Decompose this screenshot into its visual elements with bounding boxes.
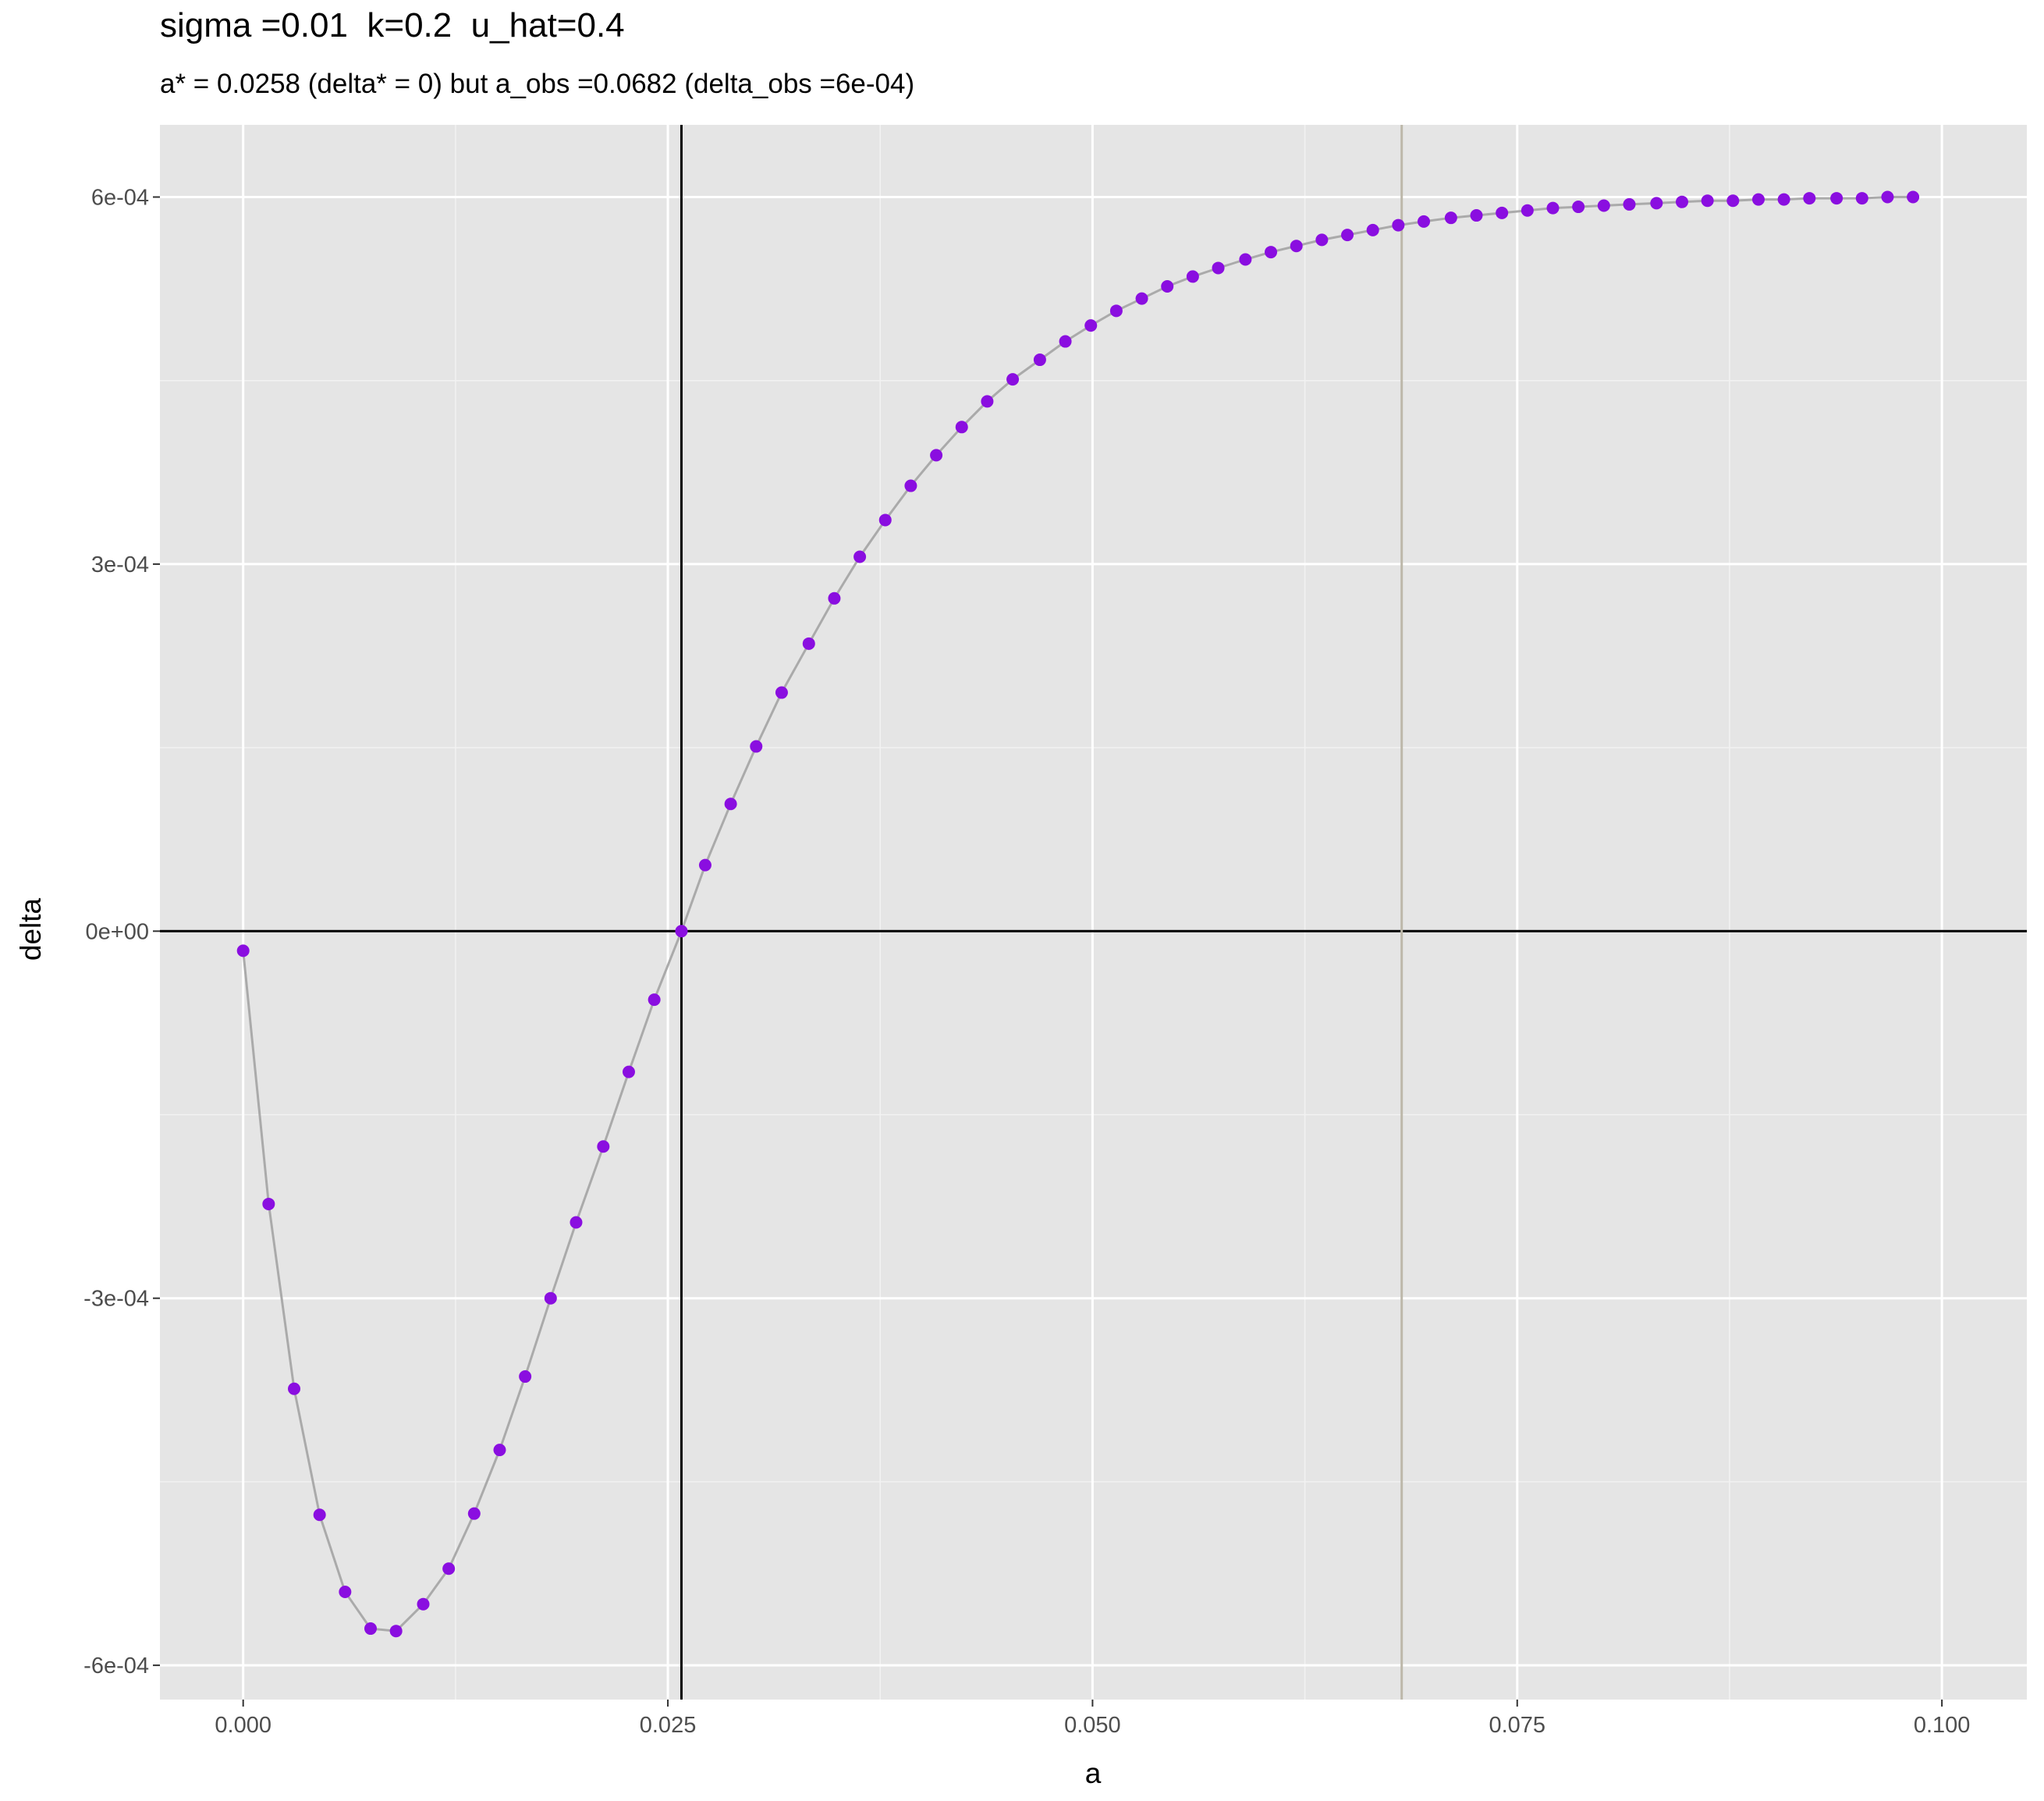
data-point [493,1444,506,1457]
x-axis-title: a [1085,1757,1102,1789]
data-point [262,1197,275,1210]
x-tick-label: 0.000 [215,1713,271,1738]
y-tick-label: -3e-04 [83,1287,149,1312]
x-tick-label: 0.050 [1064,1713,1121,1738]
data-point [698,858,711,872]
data-point [544,1291,557,1305]
data-point [981,395,994,408]
data-point [1239,253,1252,266]
data-point [1881,190,1894,204]
data-point [1597,199,1610,212]
reference-lines [160,125,2027,1700]
grid-minor [160,125,2027,1700]
data-point [1444,211,1457,225]
data-point [802,637,815,650]
data-point [904,479,917,492]
data-point [1366,223,1379,236]
y-tick-label: 6e-04 [91,186,149,211]
data-point [417,1597,430,1611]
data-point [955,421,968,434]
chart-subtitle: a* = 0.0258 (delta* = 0) but a_obs =0.06… [160,69,915,99]
data-point [1470,209,1483,222]
data-point [724,797,737,811]
data-point [1392,218,1405,232]
data-point [1418,215,1431,228]
data-point [930,449,943,462]
data-point [1572,201,1585,214]
y-axis: -6e-04 -3e-04 0e+00 3e-04 6e-04 [83,186,160,1678]
data-point [1186,270,1199,283]
data-point [1496,206,1509,219]
data-point [597,1140,610,1153]
data-point [1290,240,1303,253]
data-point [1650,197,1663,210]
data-point [1777,193,1790,206]
data-point [1315,233,1329,247]
data-point [1675,195,1688,208]
data-point [1084,319,1098,332]
data-point [1701,194,1714,208]
y-tick-label: 0e+00 [86,919,149,944]
data-point [236,944,250,957]
x-tick-label: 0.100 [1914,1713,1971,1738]
data-point [288,1382,301,1395]
data-point [1135,292,1148,305]
data-point [1803,192,1816,205]
y-tick-label: -6e-04 [83,1654,149,1678]
data-point [1212,261,1225,275]
data-point [1033,353,1046,367]
data-point [1109,304,1123,318]
data-point [775,686,788,699]
data-point [1907,190,1920,204]
data-point [1521,204,1534,217]
data-point [339,1586,352,1599]
data-point [750,740,763,753]
data-point [364,1622,378,1636]
y-axis-title: delta [15,897,47,961]
data-point [313,1508,326,1522]
y-tick-label: 3e-04 [91,552,149,577]
data-point [1751,193,1765,206]
data-point [622,1065,635,1078]
data-point [1726,194,1740,208]
data-point [1265,246,1278,259]
data-point [675,925,688,938]
data-point [1006,373,1020,386]
x-tick-label: 0.075 [1489,1713,1545,1738]
data-point [389,1625,403,1638]
data-point [1546,201,1560,215]
data-point [1161,279,1174,293]
data-point [570,1216,583,1229]
chart-title: sigma =0.01 k=0.2 u_hat=0.4 [160,6,625,44]
data-point [519,1370,532,1384]
data-point [1059,335,1072,348]
data-point [1830,192,1844,205]
data-point [467,1507,481,1520]
data-point [648,993,661,1007]
data-points [236,190,1920,1638]
data-point [878,513,892,527]
data-point [442,1562,456,1575]
data-point [828,591,841,605]
data-point [1855,192,1868,205]
data-point [1341,229,1354,242]
data-point [1623,197,1636,211]
x-axis: 0.000 0.025 0.050 0.075 0.100 [215,1700,1970,1738]
data-point [853,550,867,563]
x-tick-label: 0.025 [640,1713,697,1738]
